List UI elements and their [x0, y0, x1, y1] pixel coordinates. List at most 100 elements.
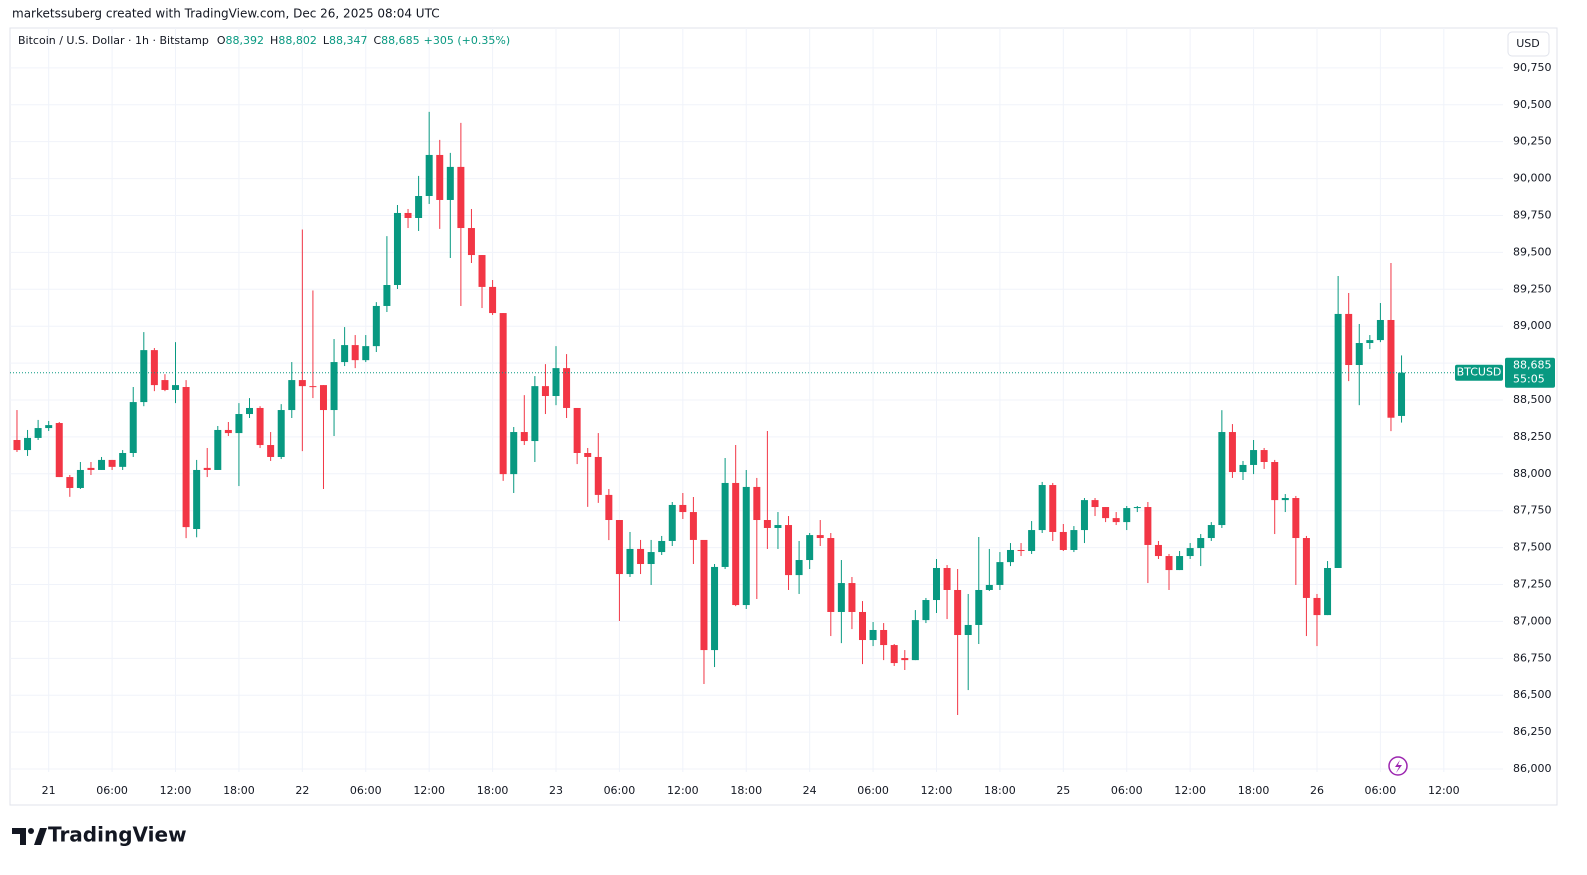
candle-body — [1017, 549, 1025, 552]
x-tick-label: 18:00 — [1238, 784, 1270, 797]
candle-body — [1186, 548, 1194, 557]
candle-body — [55, 423, 63, 478]
candle-body — [806, 535, 814, 561]
candle-body — [140, 350, 148, 403]
symbol-badge-text: BTCUSD — [1457, 366, 1502, 379]
logo-mark — [28, 828, 34, 834]
candle-body — [1239, 464, 1247, 473]
candle-body — [1228, 432, 1236, 473]
x-tick-label: 06:00 — [1111, 784, 1143, 797]
y-tick-label: 86,000 — [1513, 762, 1552, 775]
candle-body — [172, 385, 180, 390]
price-badge-countdown: 55:05 — [1513, 373, 1545, 386]
candle-body — [573, 407, 581, 453]
x-tick-label: 23 — [549, 784, 563, 797]
candle-body — [1154, 544, 1162, 557]
candle-body — [499, 313, 507, 475]
x-tick-label: 24 — [803, 784, 817, 797]
price-badge — [1505, 357, 1555, 388]
candle-body — [203, 467, 211, 470]
x-tick-label: 18:00 — [223, 784, 255, 797]
candle-body — [150, 350, 158, 386]
x-tick-label: 21 — [42, 784, 56, 797]
candle-body — [890, 645, 898, 664]
candle-body — [668, 504, 676, 541]
y-tick-label: 90,250 — [1513, 135, 1552, 148]
x-tick-label: 12:00 — [1428, 784, 1460, 797]
candle-body — [267, 445, 275, 457]
y-tick-label: 88,250 — [1513, 430, 1552, 443]
x-tick-label: 25 — [1056, 784, 1070, 797]
candle-body — [1197, 538, 1205, 549]
y-tick-label: 86,250 — [1513, 725, 1552, 738]
candle-body — [119, 452, 127, 467]
legend-value: 88,685 — [381, 34, 420, 47]
candle-body — [520, 432, 528, 442]
x-tick-label: 26 — [1310, 784, 1324, 797]
candle-body — [1218, 432, 1226, 526]
candle-body — [1006, 549, 1014, 563]
y-tick-label: 88,500 — [1513, 393, 1552, 406]
legend-key: H — [270, 34, 278, 47]
candle-body — [584, 452, 592, 457]
logo-mark — [12, 828, 26, 845]
candle-body — [245, 407, 253, 415]
candle-body — [1133, 507, 1141, 509]
candle-body — [425, 154, 433, 196]
event-icon-bolt — [1395, 760, 1402, 773]
y-tick-label: 89,500 — [1513, 245, 1552, 258]
candle-body — [785, 525, 793, 576]
candle-body — [721, 482, 729, 567]
candle-body — [34, 428, 42, 438]
candle-body — [319, 385, 327, 411]
candle-body — [415, 195, 423, 218]
x-tick-label: 18:00 — [984, 784, 1016, 797]
x-tick-label: 06:00 — [857, 784, 889, 797]
candle-body — [594, 456, 602, 495]
y-tick-label: 89,000 — [1513, 319, 1552, 332]
candle-body — [467, 228, 475, 256]
candle-body — [404, 212, 412, 218]
candle-body — [911, 620, 919, 661]
candle-body — [24, 437, 32, 451]
candle-body — [214, 429, 222, 470]
candle-body — [1112, 518, 1120, 523]
candle-body — [45, 425, 53, 429]
candle-body — [1102, 507, 1110, 519]
candle-body — [1376, 319, 1384, 341]
candle-body — [837, 583, 845, 612]
candle-body — [1059, 531, 1067, 550]
candle-body — [774, 525, 782, 528]
candle-body — [1028, 530, 1036, 552]
legend-key: O — [217, 34, 226, 47]
event-icon[interactable] — [1388, 756, 1408, 776]
candle-body — [700, 539, 708, 651]
chart-frame — [9, 27, 1558, 806]
currency[interactable]: USD — [1516, 37, 1540, 50]
symbol-title: Bitcoin / U.S. Dollar · 1h · Bitstamp — [18, 34, 209, 47]
candle-body — [182, 387, 190, 528]
candle-body — [1070, 530, 1078, 550]
candle-body — [1250, 450, 1258, 465]
currency-button[interactable] — [1507, 31, 1550, 57]
candle-body — [362, 346, 370, 361]
x-tick-label: 22 — [295, 784, 309, 797]
candle-body — [1165, 556, 1173, 571]
x-tick-label: 06:00 — [1365, 784, 1397, 797]
y-tick-label: 87,000 — [1513, 614, 1552, 627]
candle-body — [816, 535, 824, 539]
candle-body — [309, 386, 317, 388]
logo-text: TradingView — [48, 823, 187, 847]
candle-body — [647, 552, 655, 565]
candle-body — [869, 629, 877, 641]
candle-body — [298, 380, 306, 387]
candle-body — [1091, 500, 1099, 508]
candle-body — [457, 166, 465, 229]
x-tick-label: 18:00 — [730, 784, 762, 797]
y-tick-label: 90,000 — [1513, 172, 1552, 185]
candle-body — [1207, 525, 1215, 539]
candle-body — [446, 166, 454, 200]
candle-body — [1387, 319, 1395, 418]
